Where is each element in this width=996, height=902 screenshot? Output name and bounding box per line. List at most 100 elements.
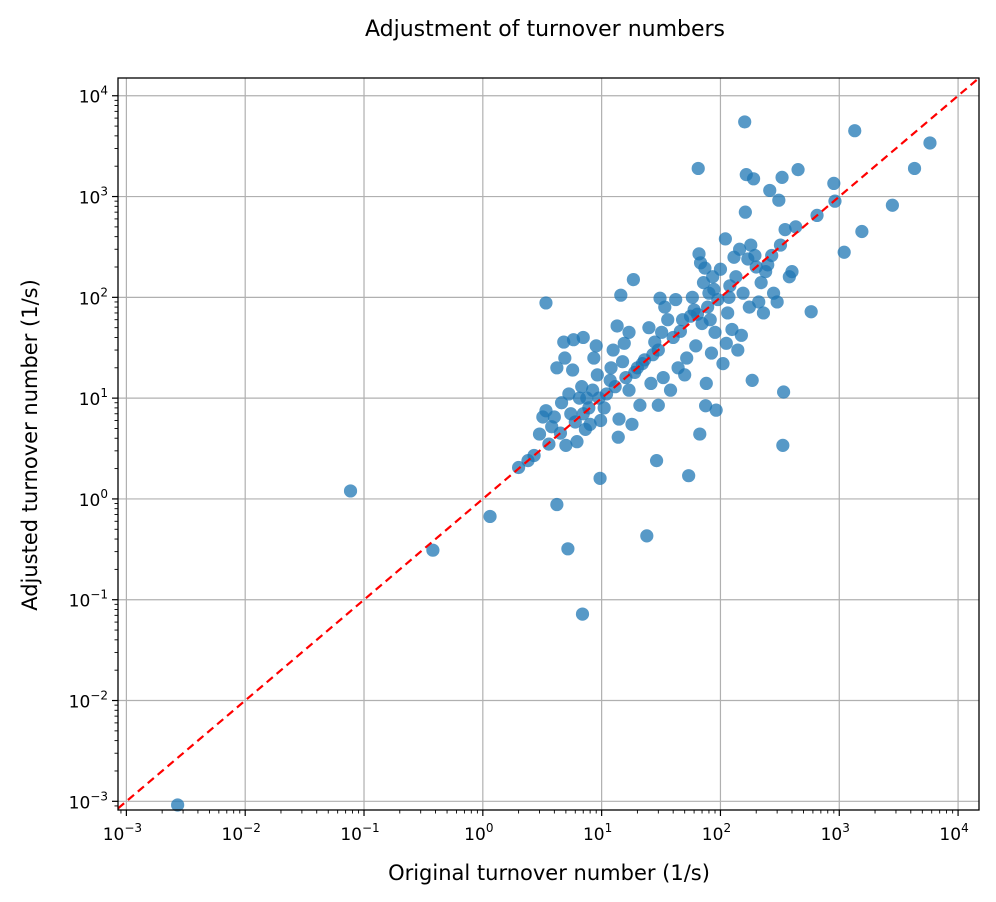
data-point bbox=[848, 124, 862, 138]
data-point bbox=[746, 172, 761, 186]
data-point bbox=[748, 248, 762, 263]
x-tick-labels: 10−3 10−2 10−1 100 101 102 103 104 bbox=[103, 821, 969, 845]
data-point bbox=[343, 484, 358, 498]
data-point bbox=[680, 351, 694, 365]
identity-reference-line bbox=[117, 77, 980, 810]
data-point bbox=[744, 238, 758, 252]
data-point bbox=[550, 361, 564, 375]
data-point bbox=[583, 417, 597, 431]
data-point bbox=[561, 542, 575, 556]
data-point bbox=[615, 355, 630, 369]
data-point bbox=[612, 412, 626, 426]
data-point bbox=[907, 161, 922, 176]
major-ticks bbox=[112, 95, 959, 816]
data-point bbox=[171, 798, 185, 812]
data-point bbox=[625, 417, 639, 431]
data-point bbox=[725, 322, 739, 337]
x-axis-label: Original turnover number (1/s) bbox=[388, 861, 710, 885]
data-point bbox=[703, 313, 717, 327]
data-point bbox=[734, 328, 748, 342]
y-tick-labels: 10−3 10−2 10−1 100 101 102 103 104 bbox=[69, 84, 108, 814]
data-point bbox=[791, 163, 805, 177]
data-point bbox=[923, 136, 937, 150]
data-point bbox=[593, 413, 608, 428]
data-point bbox=[562, 387, 576, 401]
data-point bbox=[682, 469, 696, 483]
data-point bbox=[539, 296, 553, 310]
y-axis-label: Adjusted turnover number (1/s) bbox=[18, 279, 42, 611]
data-point bbox=[745, 373, 759, 387]
data-point bbox=[622, 325, 636, 339]
data-point bbox=[590, 368, 604, 382]
data-point bbox=[721, 306, 735, 320]
x-tick-label: 100 bbox=[464, 821, 493, 845]
data-point bbox=[837, 245, 851, 259]
data-point bbox=[738, 205, 752, 219]
data-point bbox=[658, 300, 672, 314]
y-tick-label: 10−3 bbox=[69, 789, 108, 813]
data-point bbox=[719, 336, 733, 350]
y-tick-label: 10−2 bbox=[69, 689, 108, 713]
y-tick-label: 10−1 bbox=[69, 588, 108, 612]
data-point bbox=[763, 183, 777, 198]
x-tick-label: 10−1 bbox=[340, 821, 379, 845]
data-point bbox=[558, 351, 572, 365]
data-point bbox=[689, 339, 703, 353]
data-points bbox=[171, 115, 937, 812]
data-point bbox=[789, 220, 803, 234]
data-point bbox=[699, 399, 713, 413]
data-point bbox=[804, 305, 818, 319]
data-point bbox=[547, 410, 561, 424]
data-point bbox=[709, 403, 723, 417]
y-tick-label: 103 bbox=[79, 185, 108, 209]
data-point bbox=[731, 343, 745, 357]
data-point bbox=[614, 288, 628, 302]
data-point bbox=[656, 370, 670, 385]
data-point bbox=[855, 224, 869, 239]
data-point bbox=[775, 170, 789, 184]
data-point bbox=[707, 282, 721, 296]
data-point bbox=[685, 290, 699, 304]
data-point bbox=[708, 325, 722, 339]
data-point bbox=[776, 438, 790, 452]
data-point bbox=[691, 161, 705, 176]
data-point bbox=[698, 261, 712, 275]
data-point bbox=[756, 306, 771, 320]
data-point bbox=[622, 383, 636, 397]
data-point bbox=[587, 351, 601, 365]
data-point bbox=[713, 262, 728, 276]
data-point bbox=[704, 346, 719, 360]
x-tick-label: 103 bbox=[821, 821, 850, 845]
data-point bbox=[610, 319, 624, 333]
data-point bbox=[642, 321, 656, 335]
y-tick-label: 100 bbox=[79, 487, 108, 511]
data-point bbox=[752, 295, 766, 309]
data-point bbox=[554, 396, 569, 410]
y-tick-label: 102 bbox=[79, 285, 108, 309]
data-point bbox=[733, 242, 747, 256]
data-point bbox=[778, 222, 792, 237]
data-point bbox=[651, 398, 665, 412]
data-point bbox=[611, 430, 625, 444]
y-tick-label: 101 bbox=[79, 386, 108, 410]
data-point bbox=[736, 286, 750, 300]
data-point bbox=[570, 435, 584, 449]
data-point bbox=[678, 368, 692, 382]
data-point bbox=[597, 401, 611, 415]
x-tick-label: 102 bbox=[702, 821, 731, 845]
data-point bbox=[776, 385, 791, 399]
data-point bbox=[885, 198, 899, 212]
data-point bbox=[550, 497, 564, 512]
data-point bbox=[649, 454, 664, 468]
data-point bbox=[483, 509, 497, 524]
data-point bbox=[644, 376, 658, 391]
data-point bbox=[576, 330, 590, 345]
data-point bbox=[426, 543, 440, 557]
data-point bbox=[559, 438, 573, 452]
data-point bbox=[661, 313, 675, 327]
plot-frame bbox=[117, 77, 980, 811]
data-point bbox=[729, 270, 743, 284]
data-point bbox=[575, 380, 589, 394]
data-point bbox=[566, 363, 580, 377]
